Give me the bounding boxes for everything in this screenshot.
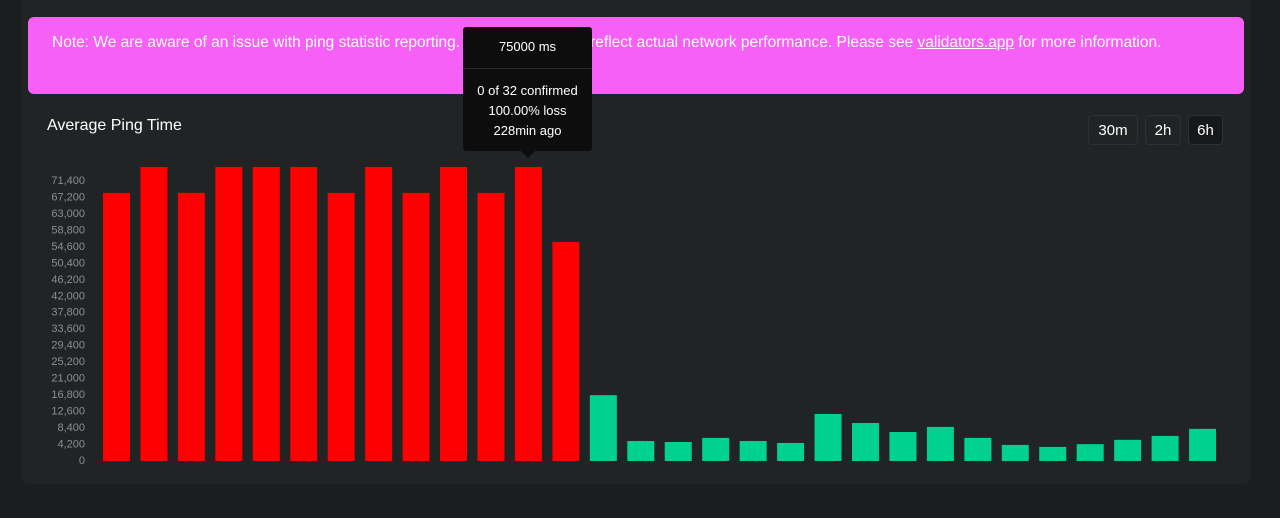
bar	[290, 167, 318, 461]
bar	[103, 192, 130, 461]
y-tick-label: 37,800	[51, 307, 85, 319]
bar	[552, 241, 580, 461]
range-button[interactable]: 30m	[1088, 115, 1138, 145]
bar	[477, 192, 505, 461]
y-tick-label: 63,000	[51, 208, 85, 220]
bar	[627, 441, 655, 461]
y-tick-label: 12,600	[51, 406, 85, 418]
bar	[1114, 439, 1142, 461]
bar	[1151, 435, 1179, 461]
bar	[664, 441, 692, 461]
tooltip-line: 228min ago	[493, 123, 562, 138]
bar	[1001, 444, 1029, 461]
bar	[702, 437, 730, 461]
tooltip-arrow	[521, 151, 535, 158]
bar	[926, 426, 954, 461]
range-button[interactable]: 6h	[1188, 115, 1223, 145]
y-tick-label: 29,400	[51, 340, 85, 352]
bar	[177, 192, 205, 461]
notice-tail: for more information.	[1018, 34, 1162, 51]
y-tick-label: 50,400	[51, 257, 85, 269]
bar	[365, 167, 393, 461]
y-tick-label: 33,600	[51, 323, 85, 335]
bar	[739, 441, 767, 461]
y-tick-label: 67,200	[51, 191, 85, 203]
bar	[589, 395, 617, 461]
tooltip-title: 75000 ms	[463, 27, 592, 69]
y-tick-label: 25,200	[51, 356, 85, 368]
y-tick-label: 16,800	[51, 389, 85, 401]
bar	[1189, 428, 1217, 461]
y-tick-label: 0	[79, 455, 85, 467]
bar	[514, 167, 542, 461]
bar	[777, 442, 805, 461]
range-button[interactable]: 2h	[1145, 115, 1181, 145]
bar	[215, 167, 243, 461]
bar	[1076, 444, 1104, 461]
y-tick-label: 54,600	[51, 241, 85, 253]
tooltip-line: 0 of 32 confirmed	[477, 83, 578, 98]
y-tick-label: 21,000	[51, 373, 85, 385]
bar	[327, 192, 355, 461]
tooltip-line: 100.00% loss	[488, 103, 567, 118]
bar	[889, 431, 917, 461]
y-tick-label: 58,800	[51, 224, 85, 236]
y-tick-label: 4,200	[57, 438, 85, 450]
bar	[852, 422, 879, 461]
y-tick-label: 46,200	[51, 274, 85, 286]
notice-link[interactable]: validators.app	[917, 34, 1015, 51]
bar	[814, 413, 842, 461]
bar	[964, 437, 992, 461]
bar	[1039, 446, 1067, 461]
notice-banner: Note: We are aware of an issue with ping…	[28, 17, 1244, 94]
bar	[252, 167, 280, 461]
bar	[140, 167, 168, 461]
tooltip: 75000 ms 0 of 32 confirmed 100.00% loss …	[463, 27, 592, 158]
y-tick-label: 71,400	[51, 175, 85, 187]
y-tick-label: 8,400	[57, 422, 85, 434]
chart-title: Average Ping Time	[47, 117, 182, 134]
bar	[402, 192, 430, 461]
bar	[440, 167, 468, 461]
y-tick-label: 42,000	[51, 290, 85, 302]
